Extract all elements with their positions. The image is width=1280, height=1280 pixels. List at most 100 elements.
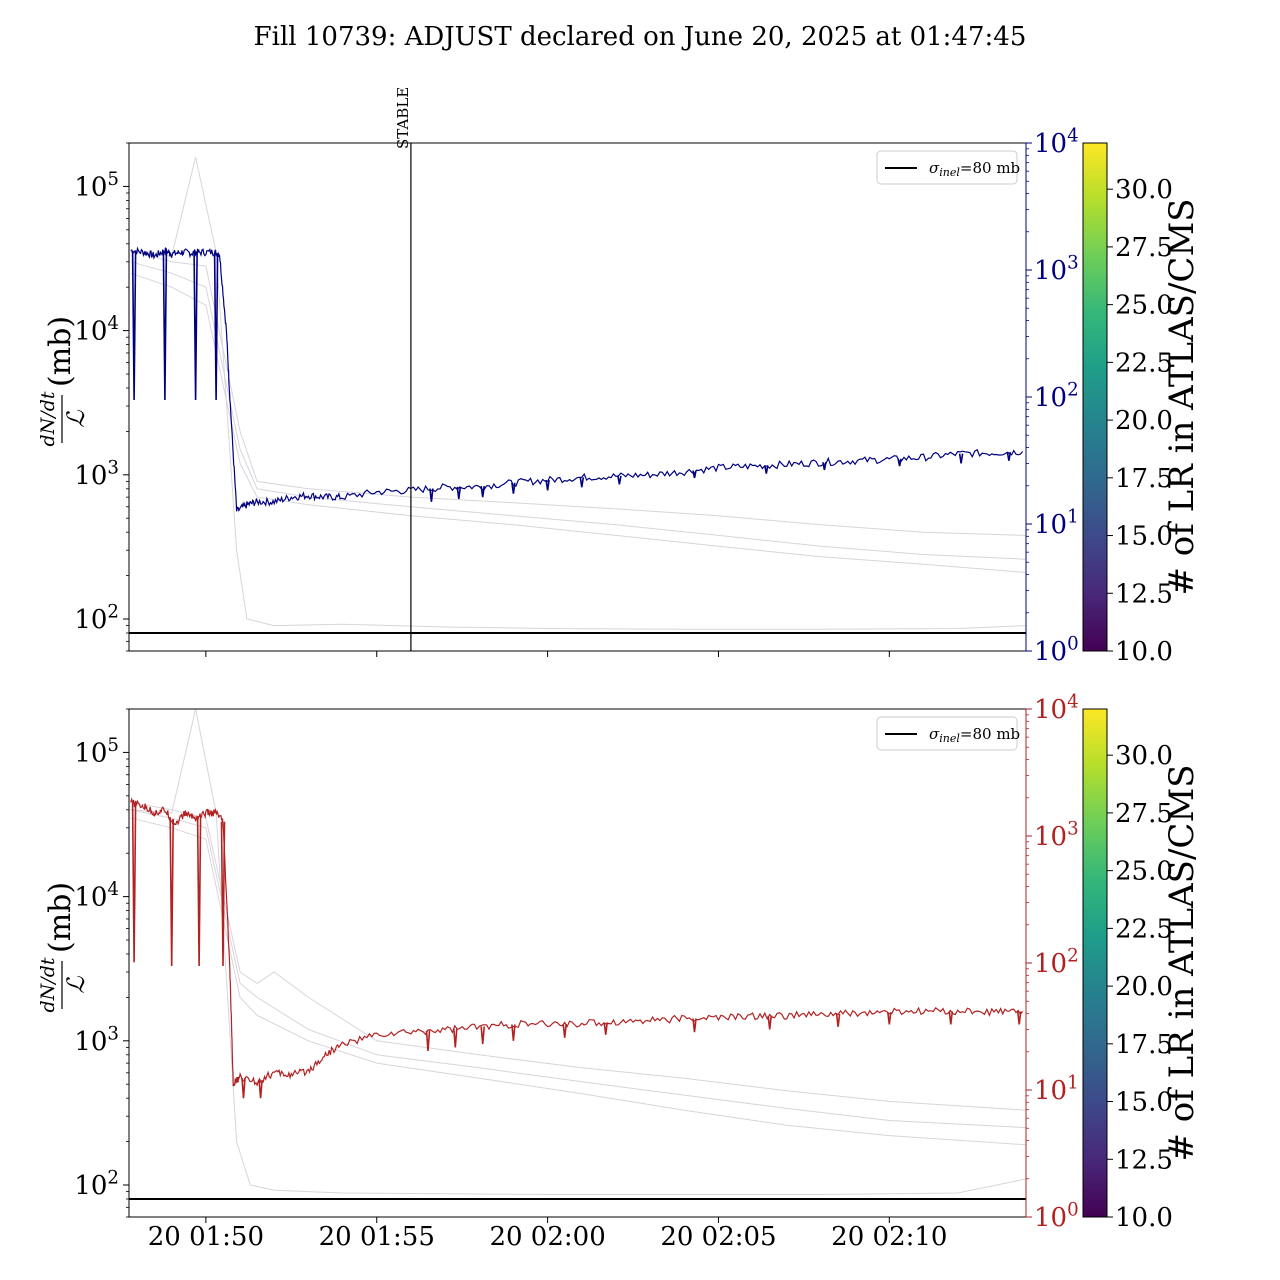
x-tick-label: 20 01:55 xyxy=(319,1222,435,1252)
colorbar-tick-label: 30.0 xyxy=(1115,741,1173,771)
faint-line-0 xyxy=(130,249,1026,536)
colorbar-tick-label: 15.0 xyxy=(1115,522,1173,552)
y-tick-label-base: 10 xyxy=(74,738,107,768)
y2-tick-label-exp: 2 xyxy=(1067,380,1079,401)
colorbar-tick-label: 22.5 xyxy=(1115,348,1173,378)
x-tick-label: 20 02:05 xyxy=(660,1222,776,1252)
y-label-denominator: ℒ xyxy=(62,976,90,994)
legend-sigma: σ xyxy=(929,159,940,177)
faint-line-0 xyxy=(130,801,1026,1111)
colorbar-tick-label: 25.0 xyxy=(1115,857,1173,887)
y-tick-label: 104 xyxy=(74,313,119,346)
y-label-group: dN/dt ℒ (mb) xyxy=(37,316,90,447)
colorbar-tick-label: 17.5 xyxy=(1115,464,1173,494)
colorbar-tick-label: 20.0 xyxy=(1115,972,1173,1002)
bottom-dip-mark xyxy=(767,1015,772,1030)
bottom-dip-mark xyxy=(131,803,137,963)
y-tick-label-exp: 4 xyxy=(107,313,119,334)
y-label-unit: (mb) xyxy=(43,882,78,953)
y2-tick-label: 104 xyxy=(1034,126,1079,159)
top-dip-mark xyxy=(429,488,434,502)
y-label-denominator: ℒ xyxy=(62,410,90,428)
top-series xyxy=(130,246,1024,512)
y2-tick-label-base: 10 xyxy=(1034,383,1067,413)
bottom-colorbar: 10.0 12.5 15.0 17.5 20.0 22.5 25.0 27.5 30.0# of… xyxy=(1082,708,1202,1233)
y-label-numerator: dN/dt xyxy=(37,391,59,446)
colorbar-tick-label: 10.0 xyxy=(1115,1203,1173,1233)
y-tick-label: 103 xyxy=(74,1023,119,1056)
top-y-axis-label: dN/dt ℒ (mb) xyxy=(37,316,90,447)
y-tick-label-base: 10 xyxy=(74,883,107,913)
y2-tick-label-base: 10 xyxy=(1034,949,1067,979)
colorbar-tick-label: 25.0 xyxy=(1115,291,1173,321)
colorbar-gradient xyxy=(1082,708,1108,1218)
bottom-dip-mark xyxy=(887,1012,892,1025)
bottom-dip-mark xyxy=(196,816,202,967)
stable-marker-label: STABLE xyxy=(394,87,412,149)
y2-tick-label: 102 xyxy=(1034,380,1079,413)
y2-tick-label-exp: 2 xyxy=(1067,946,1079,967)
y-tick-label: 104 xyxy=(74,879,119,912)
faint-line-3 xyxy=(130,156,1026,630)
y-tick-label-base: 10 xyxy=(74,1027,107,1057)
x-tick-label: 20 01:50 xyxy=(148,1222,264,1252)
y2-tick-label: 101 xyxy=(1034,507,1079,540)
colorbar-gradient xyxy=(1082,142,1108,652)
y-tick-label: 103 xyxy=(74,457,119,490)
y-tick-label-base: 10 xyxy=(74,317,107,347)
y2-tick-label-exp: 4 xyxy=(1067,692,1079,713)
top-colorbar: 10.0 12.5 15.0 17.5 20.0 22.5 25.0 27.5 30.0# of… xyxy=(1082,142,1202,667)
y2-tick-label: 104 xyxy=(1034,692,1079,725)
top-dip-mark xyxy=(692,470,697,479)
top-dip-mark xyxy=(213,253,219,401)
top-dip-mark xyxy=(617,475,622,485)
colorbar-tick-label: 22.5 xyxy=(1115,914,1173,944)
y-tick-label: 105 xyxy=(74,735,119,768)
y-label-numerator: dN/dt xyxy=(37,957,59,1012)
bottom-legend: σinel=80 mb xyxy=(876,716,1020,751)
y-tick-label-exp: 4 xyxy=(107,879,119,900)
y-tick-label-base: 10 xyxy=(74,605,107,635)
bottom-dip-mark xyxy=(480,1026,485,1045)
top-faint-lines xyxy=(130,156,1026,630)
y2-tick-label-base: 10 xyxy=(1034,1076,1067,1106)
bottom-x-axis: 20 01:50 20 01:55 20 02:00 20 02:05 20 02:10 xyxy=(148,1217,947,1252)
y2-tick-label-base: 10 xyxy=(1034,256,1067,286)
y-tick-label-base: 10 xyxy=(74,1171,107,1201)
legend-rest: =80 mb xyxy=(960,725,1020,743)
legend-label: σinel=80 mb xyxy=(929,159,1020,179)
y-label-unit: (mb) xyxy=(43,316,78,387)
top-dip-mark xyxy=(958,453,964,464)
top-dip-mark xyxy=(545,479,550,491)
y2-tick-label-base: 10 xyxy=(1034,1203,1067,1233)
y2-tick-label: 103 xyxy=(1034,253,1079,286)
y2-tick-label-exp: 0 xyxy=(1067,1200,1079,1221)
colorbar-tick-label: 12.5 xyxy=(1115,579,1173,609)
top-plot-frame xyxy=(128,142,1027,652)
legend-subscript: inel xyxy=(939,732,960,745)
y2-tick-label-base: 10 xyxy=(1034,510,1067,540)
bottom-series-line xyxy=(130,796,1024,1087)
x-tick-label: 20 02:00 xyxy=(489,1222,605,1252)
faint-line-2 xyxy=(130,817,1026,1146)
bottom-dip-mark xyxy=(241,1077,246,1099)
bottom-dip-mark xyxy=(511,1024,516,1041)
bottom-dip-mark xyxy=(948,1011,954,1025)
top-dip-mark xyxy=(764,465,769,474)
y2-tick-label-base: 10 xyxy=(1034,695,1067,725)
faint-line-1 xyxy=(130,809,1026,1129)
top-dip-mark xyxy=(822,462,827,471)
bottom-dip-mark xyxy=(169,819,174,967)
top-dip-mark xyxy=(480,485,485,498)
y-tick-label-exp: 3 xyxy=(107,1023,119,1044)
top-dip-mark xyxy=(456,486,462,500)
colorbar-tick-label: 17.5 xyxy=(1115,1030,1173,1060)
bottom-dip-mark xyxy=(603,1022,608,1035)
y2-tick-label-exp: 3 xyxy=(1067,253,1079,274)
top-x-axis xyxy=(205,651,890,657)
legend-box xyxy=(876,716,1018,751)
